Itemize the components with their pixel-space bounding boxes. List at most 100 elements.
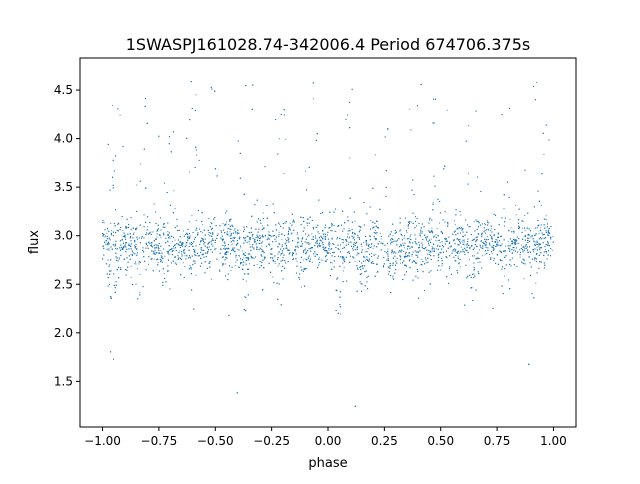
data-point [437, 255, 439, 257]
data-point [370, 219, 372, 221]
data-point [469, 226, 471, 228]
data-point [130, 265, 132, 267]
data-point [217, 234, 219, 236]
data-point [201, 224, 203, 226]
data-point [309, 242, 311, 244]
data-point [402, 242, 404, 244]
data-point [460, 214, 462, 216]
data-point [169, 237, 171, 239]
data-point [233, 229, 235, 231]
data-point [540, 229, 542, 231]
data-point [223, 239, 225, 241]
data-point [119, 114, 121, 116]
data-point [245, 280, 247, 282]
data-point [272, 257, 274, 259]
data-point [261, 229, 263, 231]
data-point [441, 265, 443, 267]
data-point [302, 259, 304, 261]
data-point [435, 239, 437, 241]
data-point [244, 251, 246, 253]
data-point [227, 247, 229, 249]
data-point [505, 245, 507, 247]
data-point [409, 108, 411, 110]
data-point [329, 252, 331, 254]
data-point [328, 243, 330, 245]
data-point [551, 249, 553, 251]
data-point [234, 265, 236, 267]
data-point [282, 243, 284, 245]
data-point [406, 232, 408, 234]
data-point [274, 262, 276, 264]
data-point [544, 233, 546, 235]
data-point [426, 262, 428, 264]
data-point [481, 247, 483, 249]
data-point [430, 238, 432, 240]
data-point [306, 235, 308, 237]
data-point [292, 252, 294, 254]
data-point [256, 264, 258, 266]
data-point [173, 247, 175, 249]
data-point [375, 253, 377, 255]
data-point [486, 219, 488, 221]
data-point [407, 227, 409, 229]
data-point [195, 94, 197, 96]
data-point [504, 275, 506, 277]
data-point [552, 236, 554, 238]
data-point [536, 227, 538, 229]
data-point [366, 244, 368, 246]
data-point [173, 190, 175, 192]
data-point [390, 264, 392, 266]
data-point [147, 263, 149, 265]
data-point [138, 263, 140, 265]
data-point [528, 237, 530, 239]
data-point [392, 235, 394, 237]
data-point [488, 242, 490, 244]
data-point [215, 248, 217, 250]
data-point [290, 233, 292, 235]
data-point [514, 243, 516, 245]
data-point [226, 248, 228, 250]
data-point [155, 243, 157, 245]
data-point [240, 247, 242, 249]
data-point [467, 244, 469, 246]
data-point [426, 239, 428, 241]
data-point [479, 249, 481, 251]
data-point [262, 212, 264, 214]
data-point [386, 253, 388, 255]
data-point [231, 239, 233, 241]
data-point [376, 220, 378, 222]
data-point [166, 240, 168, 242]
data-point [171, 241, 173, 243]
data-point [439, 222, 441, 224]
data-point [159, 250, 161, 252]
data-point [108, 248, 110, 250]
data-point [524, 230, 526, 232]
data-point [519, 256, 521, 258]
data-point [222, 223, 224, 225]
data-point [503, 208, 505, 210]
data-point [329, 246, 331, 248]
data-point [431, 227, 433, 229]
data-point [468, 258, 470, 260]
data-point [230, 269, 232, 271]
data-point [437, 244, 439, 246]
data-point [296, 234, 298, 236]
data-point [135, 263, 137, 265]
data-point [305, 247, 307, 249]
data-point [508, 230, 510, 232]
data-point [153, 258, 155, 260]
data-point [110, 222, 112, 224]
data-point [164, 255, 166, 257]
data-point [354, 220, 356, 222]
data-point [399, 230, 401, 232]
data-point [538, 233, 540, 235]
data-point [179, 250, 181, 252]
data-point [439, 269, 441, 271]
data-point [523, 246, 525, 248]
data-point [200, 237, 202, 239]
data-point [225, 263, 227, 265]
data-point [306, 259, 308, 261]
data-point [374, 230, 376, 232]
data-point [115, 247, 116, 249]
data-point [279, 254, 281, 256]
